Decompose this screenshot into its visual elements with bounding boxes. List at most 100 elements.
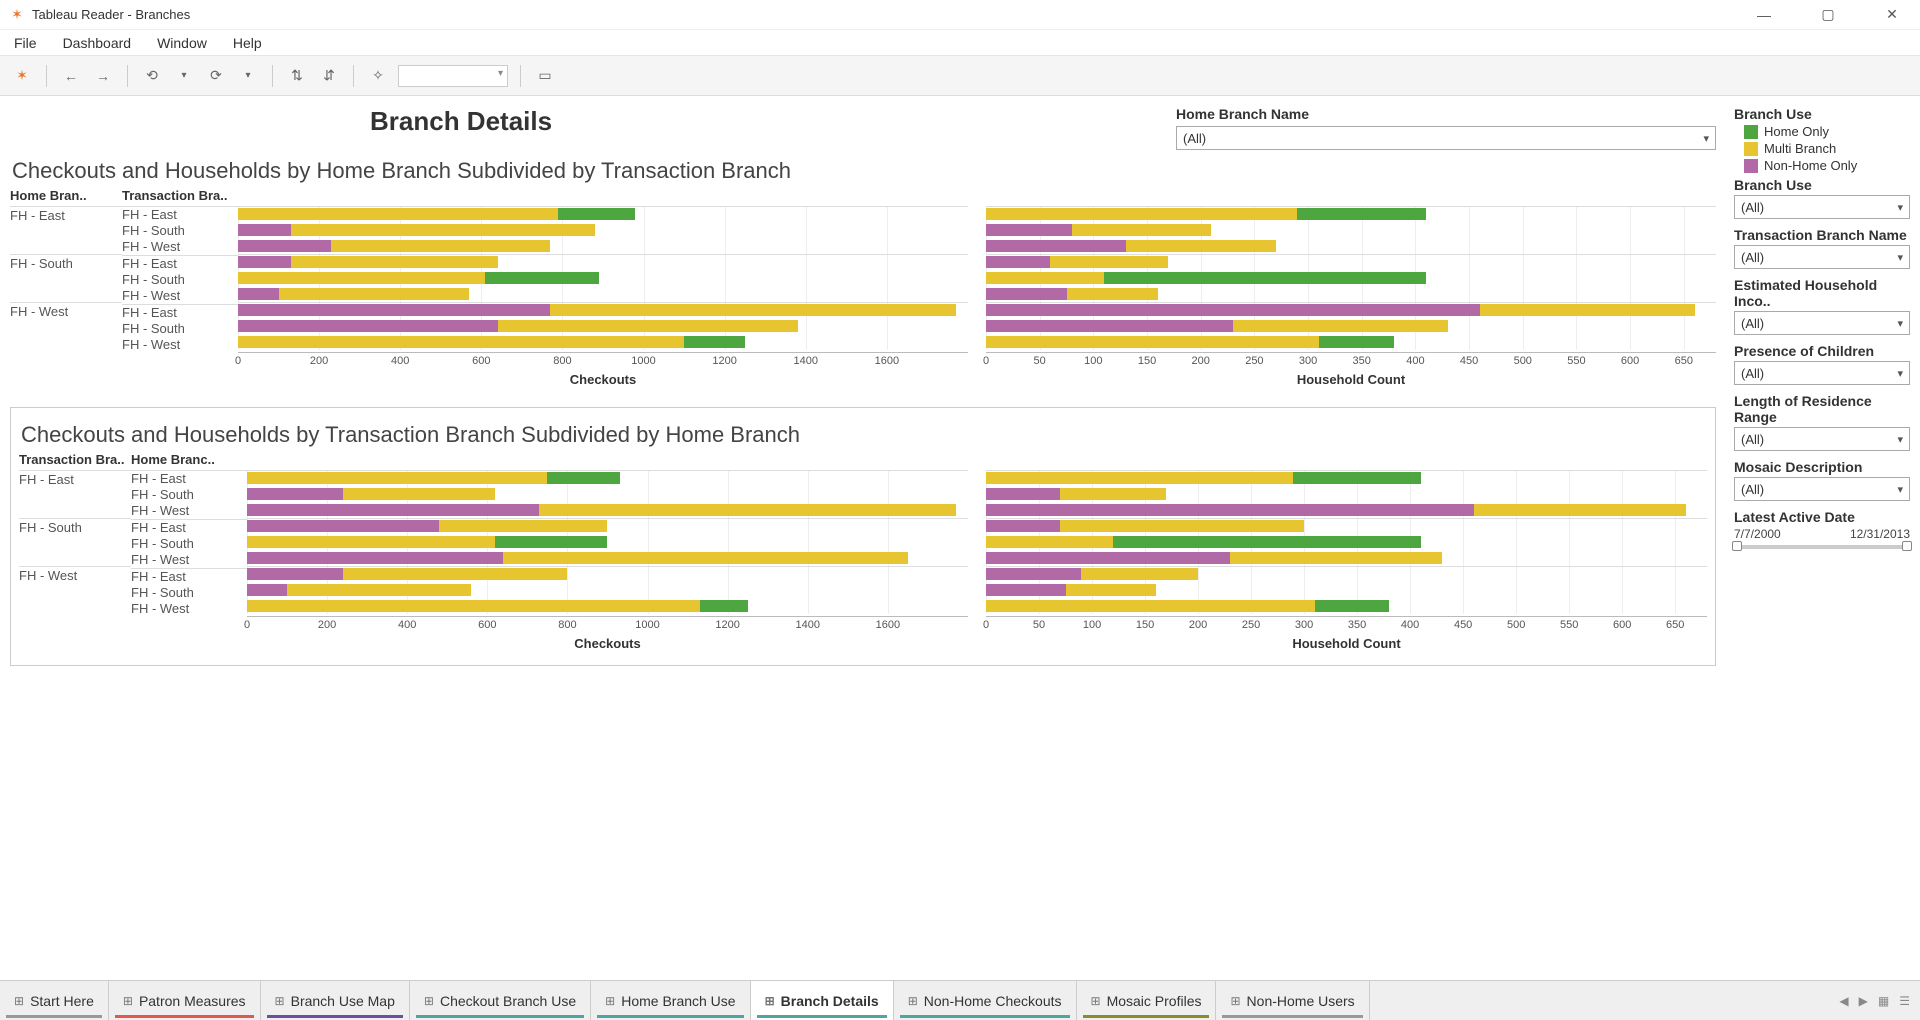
filter-select[interactable]: (All) [1734, 245, 1910, 269]
dropdown-caret-icon-2[interactable]: ▾ [236, 64, 260, 88]
bar-segment[interactable] [986, 584, 1066, 596]
legend-item[interactable]: Home Only [1744, 124, 1910, 139]
menu-help[interactable]: Help [227, 33, 268, 53]
bar-segment[interactable] [238, 336, 684, 348]
tab-nav-next[interactable]: ▶ [1859, 994, 1868, 1008]
sort-desc-button[interactable]: ⇵ [317, 64, 341, 88]
bar-segment[interactable] [238, 256, 291, 268]
tab-list-icon[interactable]: ☰ [1899, 994, 1910, 1008]
bar-segment[interactable] [986, 320, 1233, 332]
sheet-tab[interactable]: ⊞Non-Home Checkouts [894, 981, 1077, 1020]
date-slider-handle-end[interactable] [1902, 541, 1912, 551]
filter-select[interactable]: (All) [1734, 195, 1910, 219]
menu-dashboard[interactable]: Dashboard [57, 33, 138, 53]
bar-segment[interactable] [238, 208, 558, 220]
bar-segment[interactable] [1293, 472, 1420, 484]
bar-segment[interactable] [1104, 272, 1426, 284]
sheet-tab[interactable]: ⊞Branch Use Map [261, 981, 410, 1020]
bar-segment[interactable] [247, 568, 343, 580]
bar-segment[interactable] [539, 504, 956, 516]
bar-segment[interactable] [986, 552, 1230, 564]
bar-segment[interactable] [247, 552, 503, 564]
bar-segment[interactable] [343, 488, 495, 500]
legend-item[interactable]: Multi Branch [1744, 141, 1910, 156]
bar-segment[interactable] [287, 584, 471, 596]
bar-segment[interactable] [1480, 304, 1695, 316]
sheet-tab[interactable]: ⊞Start Here [0, 981, 109, 1020]
bar-segment[interactable] [1315, 600, 1389, 612]
bar-segment[interactable] [247, 488, 343, 500]
bar-segment[interactable] [279, 288, 470, 300]
minimize-button[interactable]: — [1744, 1, 1784, 29]
bar-segment[interactable] [1230, 552, 1442, 564]
bar-segment[interactable] [247, 472, 547, 484]
dropdown-caret-icon[interactable]: ▾ [172, 64, 196, 88]
bar-segment[interactable] [1233, 320, 1448, 332]
bar-segment[interactable] [343, 568, 567, 580]
bar-segment[interactable] [291, 224, 595, 236]
bar-segment[interactable] [547, 472, 619, 484]
bar-segment[interactable] [986, 520, 1060, 532]
close-button[interactable]: ✕ [1872, 1, 1912, 29]
refresh-button[interactable]: ⟳ [204, 64, 228, 88]
bar-segment[interactable] [986, 208, 1297, 220]
home-branch-filter-select[interactable]: (All) [1176, 126, 1716, 150]
tab-grid-icon[interactable]: ▦ [1878, 994, 1889, 1008]
bar-segment[interactable] [986, 568, 1081, 580]
maximize-button[interactable]: ▢ [1808, 1, 1848, 29]
bar-segment[interactable] [247, 584, 287, 596]
bar-segment[interactable] [1072, 224, 1212, 236]
bar-segment[interactable] [238, 320, 498, 332]
filter-select[interactable]: (All) [1734, 361, 1910, 385]
bar-segment[interactable] [1126, 240, 1276, 252]
bar-segment[interactable] [986, 224, 1072, 236]
bar-segment[interactable] [1050, 256, 1168, 268]
bar-segment[interactable] [986, 600, 1315, 612]
bar-segment[interactable] [238, 224, 291, 236]
date-slider[interactable] [1734, 545, 1910, 549]
bar-segment[interactable] [1081, 568, 1198, 580]
bar-segment[interactable] [238, 240, 331, 252]
bar-segment[interactable] [238, 288, 279, 300]
bar-segment[interactable] [1066, 584, 1156, 596]
bar-segment[interactable] [247, 504, 539, 516]
bar-segment[interactable] [247, 520, 439, 532]
bar-segment[interactable] [986, 304, 1480, 316]
bar-segment[interactable] [986, 240, 1126, 252]
bar-segment[interactable] [558, 208, 635, 220]
bar-segment[interactable] [1474, 504, 1686, 516]
bar-segment[interactable] [247, 600, 700, 612]
highlight-dropdown[interactable] [398, 65, 508, 87]
bar-segment[interactable] [700, 600, 748, 612]
bar-segment[interactable] [503, 552, 908, 564]
bar-segment[interactable] [986, 536, 1113, 548]
bar-segment[interactable] [291, 256, 498, 268]
bar-segment[interactable] [986, 336, 1319, 348]
bar-segment[interactable] [986, 472, 1293, 484]
tab-nav-prev[interactable]: ◀ [1839, 994, 1848, 1008]
bar-segment[interactable] [247, 536, 495, 548]
menu-file[interactable]: File [8, 33, 43, 53]
menu-window[interactable]: Window [151, 33, 213, 53]
presentation-button[interactable]: ▭ [533, 64, 557, 88]
bar-segment[interactable] [1113, 536, 1420, 548]
bar-segment[interactable] [684, 336, 745, 348]
pin-button[interactable]: ✧ [366, 64, 390, 88]
filter-select[interactable]: (All) [1734, 477, 1910, 501]
filter-select[interactable]: (All) [1734, 427, 1910, 451]
bar-segment[interactable] [1319, 336, 1394, 348]
bar-segment[interactable] [1060, 488, 1166, 500]
bar-segment[interactable] [1067, 288, 1158, 300]
sheet-tab[interactable]: ⊞Mosaic Profiles [1077, 981, 1217, 1020]
bar-segment[interactable] [550, 304, 956, 316]
back-button[interactable]: ← [59, 64, 83, 88]
sheet-tab[interactable]: ⊞Branch Details [751, 981, 894, 1020]
sheet-tab[interactable]: ⊞Patron Measures [109, 981, 261, 1020]
date-slider-handle-start[interactable] [1732, 541, 1742, 551]
bar-segment[interactable] [495, 536, 607, 548]
bar-segment[interactable] [498, 320, 798, 332]
tableau-logo-icon[interactable]: ✶ [10, 64, 34, 88]
sheet-tab[interactable]: ⊞Non-Home Users [1216, 981, 1369, 1020]
sheet-tab[interactable]: ⊞Home Branch Use [591, 981, 750, 1020]
bar-segment[interactable] [238, 272, 485, 284]
